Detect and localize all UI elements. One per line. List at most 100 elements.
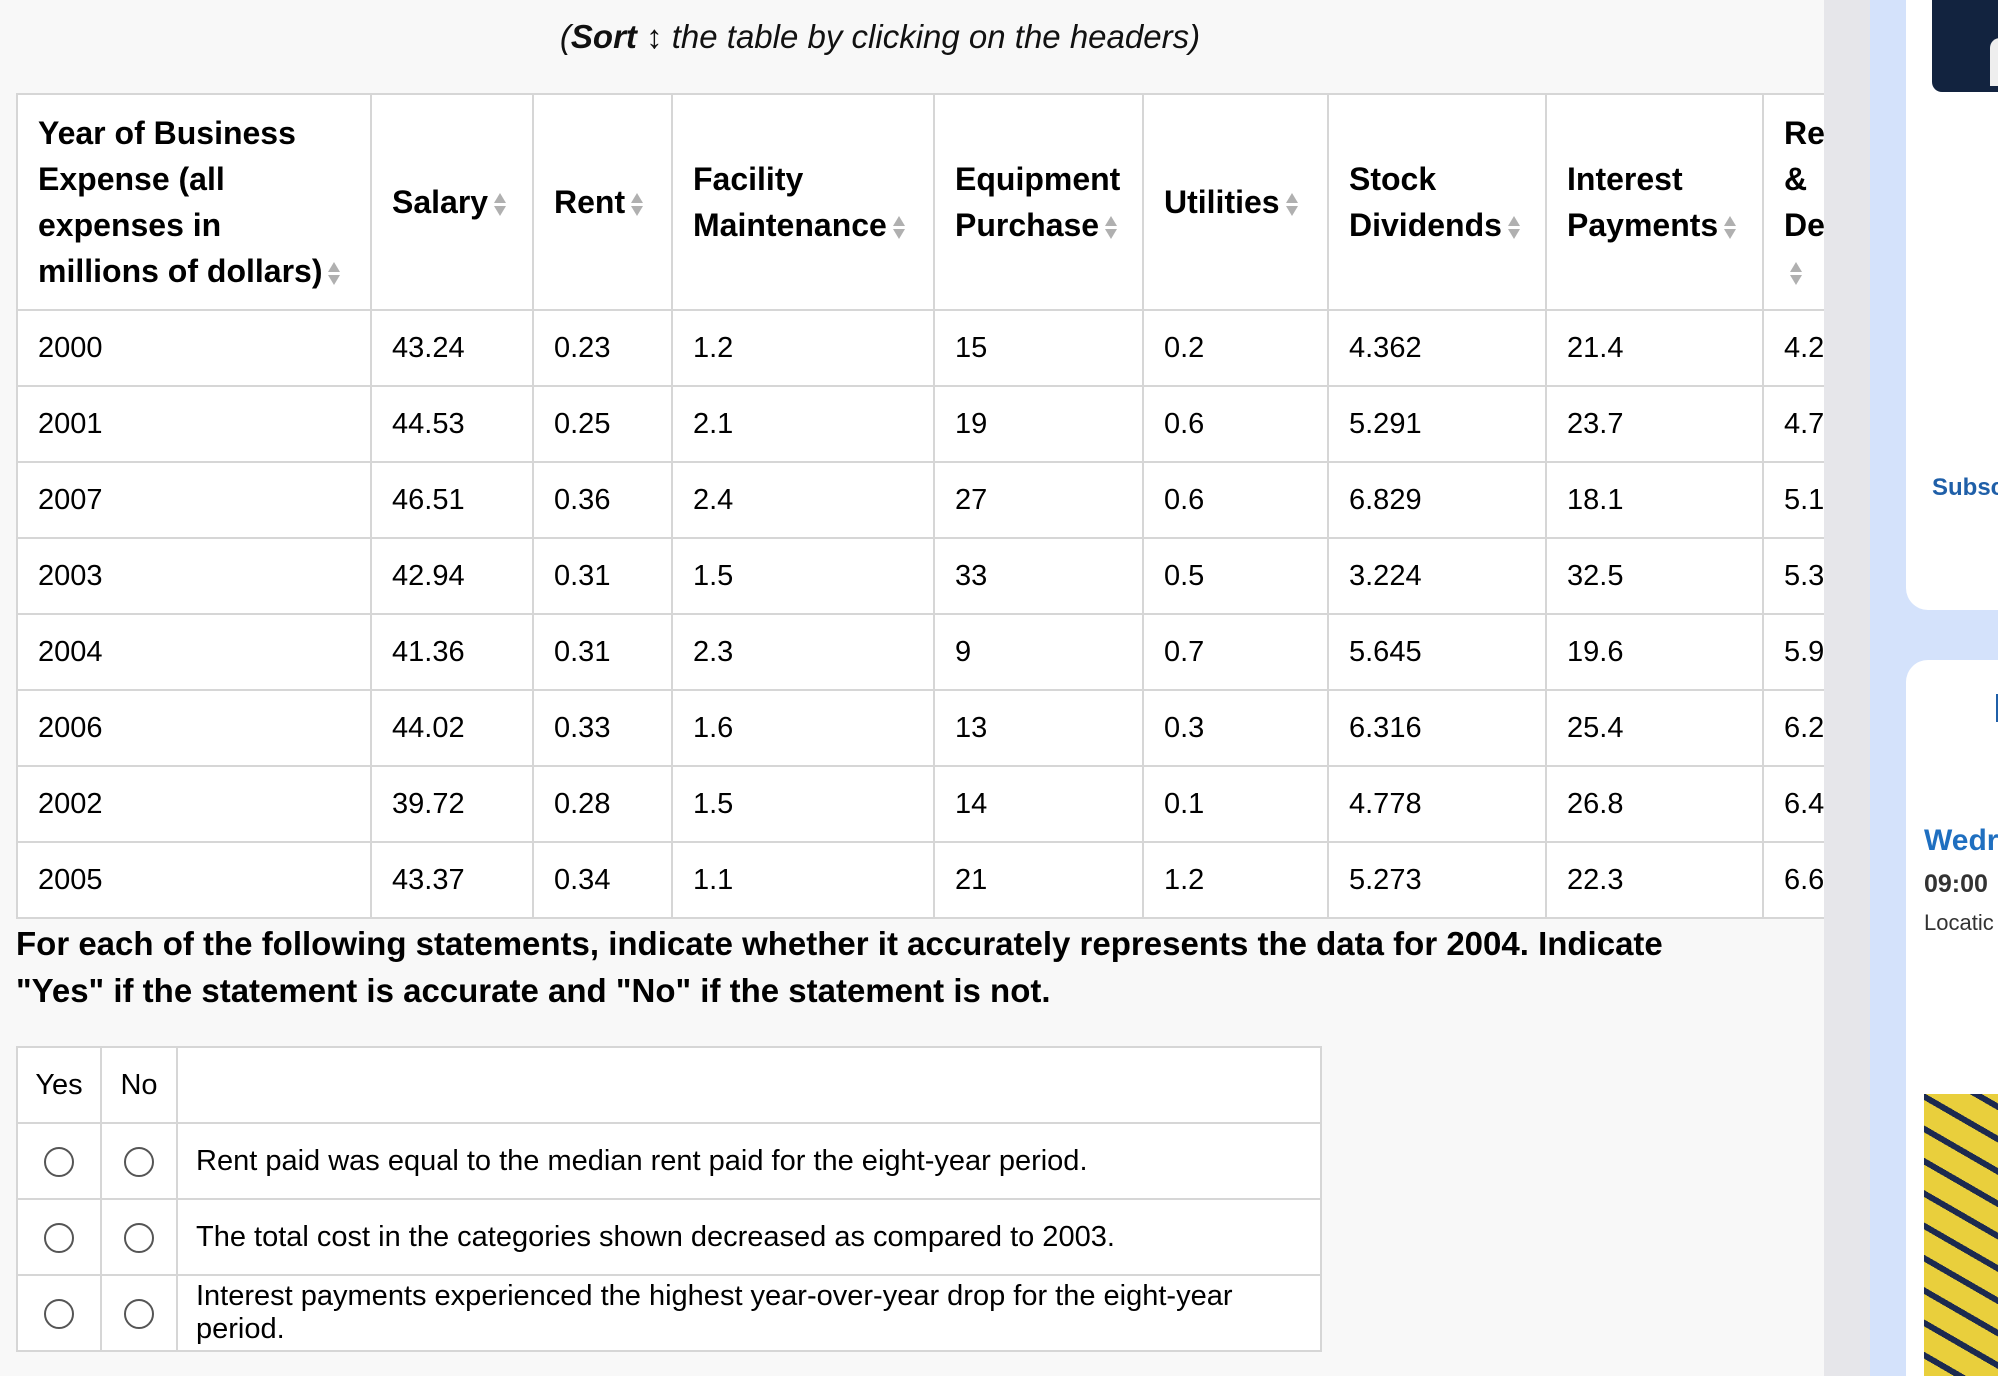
statement-text: Interest payments experienced the highes… <box>176 1274 1322 1352</box>
table-cell: 13 <box>933 689 1144 767</box>
event-accent <box>1996 694 1998 722</box>
yes-radio[interactable] <box>44 1146 74 1177</box>
table-cell: 0.7 <box>1142 613 1329 691</box>
no-radio[interactable] <box>124 1298 154 1329</box>
promo-thumbnail <box>1932 0 1998 92</box>
sort-icon: ↕ <box>636 18 663 55</box>
sort-arrows-icon <box>1507 214 1520 242</box>
header-year[interactable]: Year of Business Expense (all expenses i… <box>16 93 372 311</box>
statement-column-header <box>176 1046 1322 1124</box>
sort-word: Sort <box>570 18 637 55</box>
sort-hint: (Sort ↕ the table by clicking on the hea… <box>559 18 1201 55</box>
event-location: Locatic <box>1924 910 1994 935</box>
table-cell: 0.33 <box>532 689 673 767</box>
table-cell: 1.6 <box>671 689 935 767</box>
table-cell: 26.8 <box>1545 765 1764 843</box>
table-cell: 1.5 <box>671 537 935 615</box>
question-instructions: For each of the following statements, in… <box>16 925 1663 1009</box>
table-cell: 15 <box>933 309 1144 387</box>
table-cell: 0.25 <box>532 385 673 463</box>
table-cell: 2006 <box>16 689 372 767</box>
striped-banner-image <box>1924 1094 1998 1376</box>
table-cell: 5.291 <box>1327 385 1547 463</box>
table-cell: 2002 <box>16 765 372 843</box>
no-radio[interactable] <box>124 1222 154 1253</box>
no-cell <box>100 1122 178 1200</box>
table-cell: 2.3 <box>671 613 935 691</box>
header-row: Year of Business Expense (all expenses i… <box>16 93 1870 311</box>
right-sidebar: Subsc Wedr 09:00 Locatic <box>1870 0 1998 1376</box>
main-content: (Sort ↕ the table by clicking on the hea… <box>16 18 1870 1352</box>
yes-radio[interactable] <box>44 1298 74 1329</box>
table-cell: 46.51 <box>370 461 534 539</box>
header-facility-maintenance[interactable]: Facility Maintenance <box>671 93 935 311</box>
header-interest-payments[interactable]: Interest Payments <box>1545 93 1764 311</box>
table-cell: 43.24 <box>370 309 534 387</box>
table-cell: 6.829 <box>1327 461 1547 539</box>
yes-cell <box>16 1122 102 1200</box>
no-cell <box>100 1198 178 1276</box>
table-cell: 1.2 <box>671 309 935 387</box>
sort-arrows-icon <box>631 191 644 219</box>
header-rent[interactable]: Rent <box>532 93 673 311</box>
table-cell: 32.5 <box>1545 537 1764 615</box>
table-cell: 0.31 <box>532 537 673 615</box>
event-time: 09:00 <box>1924 870 1988 898</box>
sort-arrows-icon <box>1724 214 1737 242</box>
header-equipment-purchase[interactable]: Equipment Purchase <box>933 93 1144 311</box>
sort-arrows-icon <box>328 260 341 288</box>
table-cell: 2005 <box>16 841 372 919</box>
table-cell: 18.1 <box>1545 461 1764 539</box>
table-row: 2005 43.37 0.34 1.1 21 1.2 5.273 22.3 6.… <box>16 841 1870 919</box>
table-cell: 2000 <box>16 309 372 387</box>
no-column-label: No <box>100 1046 178 1124</box>
table-cell: 19 <box>933 385 1144 463</box>
yes-cell <box>16 1274 102 1352</box>
table-row: 2000 43.24 0.23 1.2 15 0.2 4.362 21.4 4.… <box>16 309 1870 387</box>
table-cell: 1.5 <box>671 765 935 843</box>
table-row: 2003 42.94 0.31 1.5 33 0.5 3.224 32.5 5.… <box>16 537 1870 615</box>
table-cell: 2.1 <box>671 385 935 463</box>
event-day[interactable]: Wedr <box>1924 824 1998 857</box>
table-cell: 2007 <box>16 461 372 539</box>
table-cell: 2.4 <box>671 461 935 539</box>
table-cell: 21 <box>933 841 1144 919</box>
table-cell: 6.316 <box>1327 689 1547 767</box>
header-stock-dividends[interactable]: Stock Dividends <box>1327 93 1547 311</box>
table-cell: 44.53 <box>370 385 534 463</box>
table-cell: 9 <box>933 613 1144 691</box>
promo-card <box>1906 0 1998 610</box>
table-row: 2001 44.53 0.25 2.1 19 0.6 5.291 23.7 4.… <box>16 385 1870 463</box>
table-cell: 41.36 <box>370 613 534 691</box>
yes-cell <box>16 1198 102 1276</box>
table-cell: 0.36 <box>532 461 673 539</box>
sort-arrows-icon <box>494 191 507 219</box>
table-cell: 19.6 <box>1545 613 1764 691</box>
table-cell: 2003 <box>16 537 372 615</box>
yes-no-question-table: Yes No Rent paid was equal to the median… <box>16 1046 1322 1352</box>
subscribe-link[interactable]: Subsc <box>1932 474 1998 501</box>
header-utilities[interactable]: Utilities <box>1142 93 1329 311</box>
table-cell: 25.4 <box>1545 689 1764 767</box>
table-cell: 1.1 <box>671 841 935 919</box>
table-cell: 5.273 <box>1327 841 1547 919</box>
no-cell <box>100 1274 178 1352</box>
sort-arrows-icon <box>892 214 905 242</box>
table-cell: 21.4 <box>1545 309 1764 387</box>
table-row: 2004 41.36 0.31 2.3 9 0.7 5.645 19.6 5.9 <box>16 613 1870 691</box>
statement-row: The total cost in the categories shown d… <box>16 1198 1322 1276</box>
question-header-row: Yes No <box>16 1046 1322 1124</box>
table-cell: 23.7 <box>1545 385 1764 463</box>
table-cell: 39.72 <box>370 765 534 843</box>
table-cell: 14 <box>933 765 1144 843</box>
table-cell: 0.31 <box>532 613 673 691</box>
table-cell: 0.28 <box>532 765 673 843</box>
table-cell: 5.645 <box>1327 613 1547 691</box>
header-salary[interactable]: Salary <box>370 93 534 311</box>
sort-arrows-icon <box>1790 260 1802 288</box>
statement-text: The total cost in the categories shown d… <box>176 1198 1322 1276</box>
yes-radio[interactable] <box>44 1222 74 1253</box>
no-radio[interactable] <box>124 1146 154 1177</box>
table-cell: 4.778 <box>1327 765 1547 843</box>
table-cell: 22.3 <box>1545 841 1764 919</box>
